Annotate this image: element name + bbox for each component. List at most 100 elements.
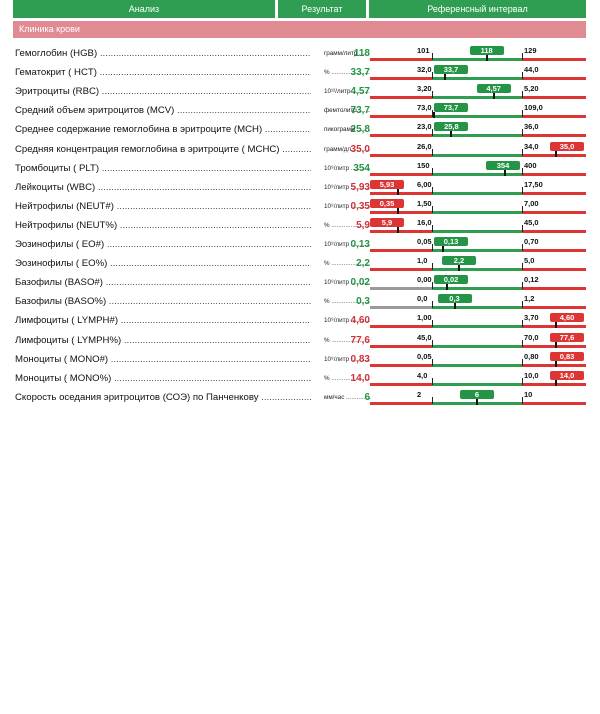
reference-high: 3,70 — [524, 313, 539, 323]
result-unit: 10⁹/литр — [324, 311, 370, 330]
scale-normal-zone — [432, 363, 522, 367]
scale-low-tick — [432, 53, 433, 60]
scale-low-zone — [370, 325, 432, 329]
reference-low: 6,00 — [417, 179, 432, 189]
reference-high: 17,50 — [524, 179, 543, 189]
result-unit: % — [324, 254, 370, 273]
scale-normal-zone — [432, 172, 522, 176]
reference-high: 44,0 — [524, 65, 539, 75]
scale-high-zone — [522, 96, 586, 100]
scale-high-tick — [522, 282, 523, 290]
scale-low-zone — [370, 306, 432, 310]
scale-low-zone — [370, 382, 432, 386]
reference-low: 45,0 — [417, 332, 432, 342]
reference-high: 5,20 — [524, 84, 539, 94]
value-badge: 0,3 — [437, 294, 472, 304]
scale-high-tick — [522, 339, 523, 347]
reference-high: 5,0 — [524, 256, 535, 266]
reference-high: 34,0 — [524, 141, 539, 151]
scale-low-zone — [370, 210, 432, 214]
scale-high-tick — [522, 53, 523, 60]
result-unit: пикограмм — [324, 120, 370, 139]
scale-normal-zone — [432, 344, 522, 348]
scale-low-tick — [432, 167, 433, 175]
scale-normal-zone — [432, 249, 522, 252]
test-name: Тромбоциты ( PLT) — [15, 159, 311, 178]
scale-high-zone — [522, 229, 586, 233]
reference-high: 45,0 — [524, 217, 539, 227]
reference-scale: 45,0 70,0 77,6 — [370, 331, 586, 350]
reference-high: 109,0 — [524, 103, 543, 113]
reference-high: 0,80 — [524, 351, 539, 361]
reference-low: 73,0 — [417, 103, 432, 113]
reference-low: 26,0 — [417, 141, 432, 151]
value-marker — [555, 360, 557, 367]
value-badge: 14,0 — [550, 370, 584, 380]
result-unit: 10¹²/литр — [324, 82, 370, 101]
result-row: Средняя концентрация гемоглобина в эритр… — [13, 140, 586, 159]
scale-high-tick — [522, 72, 523, 80]
scale-high-zone — [522, 287, 586, 291]
scale-low-zone — [370, 77, 432, 81]
reference-low: 150 — [417, 160, 430, 170]
value-marker — [397, 207, 399, 214]
test-name: Средний объем эритроцитов (MCV) — [15, 101, 311, 120]
scale-high-tick — [522, 129, 523, 137]
result-unit: % — [324, 331, 370, 350]
value-marker — [397, 226, 399, 233]
scale-high-tick — [522, 91, 523, 99]
scale-low-tick — [432, 244, 433, 251]
value-badge: 2,2 — [442, 256, 476, 266]
scale-low-tick — [432, 282, 433, 290]
test-name: Средняя концентрация гемоглобина в эритр… — [15, 140, 311, 159]
reference-scale: 1,00 3,70 4,60 — [370, 311, 586, 330]
result-row: Базофилы (BASO%) 0,3%0,0 1,2 0,3 — [13, 292, 586, 311]
scale-low-zone — [370, 363, 432, 367]
value-marker — [443, 74, 446, 81]
result-unit: % — [324, 63, 370, 82]
scale-normal-zone — [432, 134, 522, 138]
reference-low: 23,0 — [417, 122, 432, 132]
result-unit: 10⁹/литр — [324, 159, 370, 178]
result-row: Гемоглобин (HGB) 118 грамм/литр101 129 118 — [13, 44, 586, 63]
scale-normal-zone — [432, 287, 522, 291]
value-badge: 35,0 — [550, 141, 584, 151]
result-row: Эозинофилы ( EO%) 2,2%1,0 5,0 2,2 — [13, 254, 586, 273]
scale-low-tick — [432, 205, 433, 213]
test-name: Базофилы (BASO#) — [15, 273, 311, 292]
scale-high-tick — [522, 263, 523, 271]
result-unit: % — [324, 292, 370, 311]
test-name: Гемоглобин (HGB) — [15, 44, 311, 63]
scale-high-tick — [522, 358, 523, 366]
scale-low-tick — [432, 396, 433, 404]
reference-low: 101 — [417, 46, 430, 55]
scale-high-tick — [522, 224, 523, 232]
value-marker — [442, 246, 445, 252]
scale-high-zone — [522, 153, 586, 157]
result-row: Нейтрофилы (NEUT%) 5,9%16,0 45,0 5,9 — [13, 216, 586, 235]
reference-scale: 150 400 354 — [370, 159, 586, 178]
scale-low-tick — [432, 339, 433, 347]
value-badge: 0,35 — [370, 198, 404, 208]
scale-low-tick — [432, 377, 433, 385]
value-marker — [555, 150, 557, 157]
result-row: Лимфоциты ( LYMPH%) 77,6%45,0 70,0 77,6 — [13, 331, 586, 350]
test-name: Базофилы (BASO%) — [15, 292, 311, 311]
scale-low-tick — [432, 320, 433, 328]
scale-low-zone — [370, 172, 432, 176]
reference-scale: 101 129 118 — [370, 44, 586, 63]
reference-scale: 6,00 17,50 5,93 — [370, 178, 586, 197]
result-row: Лимфоциты ( LYMPH#) 4,60 10⁹/литр1,00 3,70 4… — [13, 311, 586, 330]
value-marker — [458, 265, 460, 272]
scale-high-tick — [522, 377, 523, 385]
scale-low-zone — [370, 96, 432, 100]
scale-low-zone — [370, 153, 432, 157]
result-unit: 10⁹/литр — [324, 235, 370, 254]
reference-high: 10,0 — [524, 370, 539, 380]
result-row: Эритроциты (RBC) 4,57 10¹²/литр3,20 5,20 4,5… — [13, 82, 586, 101]
scale-high-zone — [522, 382, 586, 386]
scale-high-tick — [522, 301, 523, 309]
scale-high-tick — [522, 186, 523, 194]
